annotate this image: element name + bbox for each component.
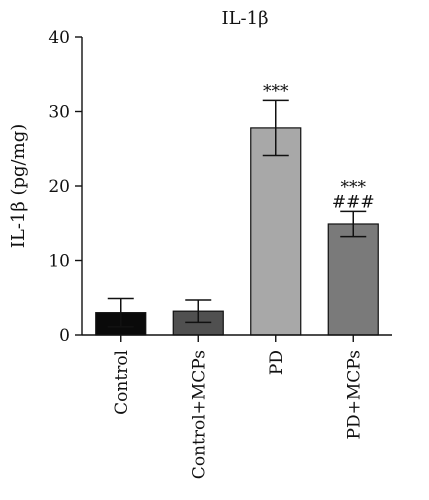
significance-label: *** (341, 177, 367, 197)
error-bars (107, 99, 367, 328)
bar-pd (250, 127, 302, 336)
y-axis-label: IL-1β (pg/mg) (8, 124, 29, 248)
bar-pd-mcps (327, 223, 379, 336)
x-tick-label: Control (112, 350, 132, 415)
y-tick-label: 30 (48, 103, 70, 123)
x-tick-label: Control+MCPs (189, 350, 209, 479)
chart-title: IL-1β (221, 8, 268, 29)
bars (95, 127, 379, 336)
y-axis-ticks: 0 10 20 30 40 (48, 28, 82, 346)
y-tick-label: 40 (48, 28, 70, 48)
significance-label: ### (332, 192, 375, 212)
y-tick-label: 0 (59, 326, 70, 346)
x-axis-labels: Control Control+MCPs PD PD+MCPs (112, 335, 364, 479)
significance-label: *** (263, 81, 289, 101)
y-tick-label: 20 (48, 177, 70, 197)
x-tick-label: PD (267, 350, 287, 375)
y-tick-label: 10 (48, 252, 70, 272)
significance-annotations: ******### (263, 81, 375, 212)
x-tick-label: PD+MCPs (344, 350, 364, 439)
